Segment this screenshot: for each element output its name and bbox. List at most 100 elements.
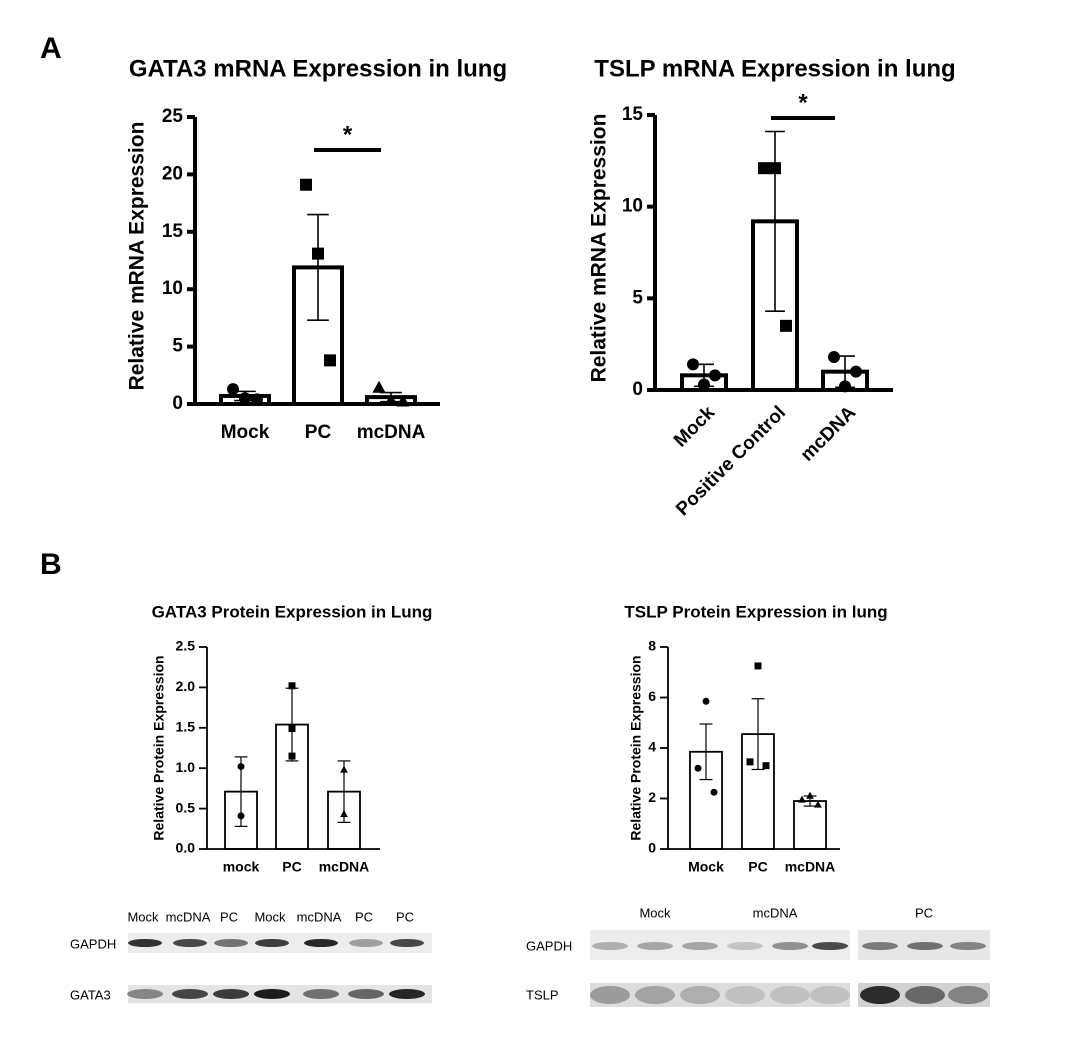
blot-band	[682, 942, 718, 950]
x-tick-label: mcDNA	[319, 859, 370, 875]
data-point	[372, 380, 386, 393]
data-point	[694, 764, 702, 772]
significance-label: *	[798, 89, 808, 116]
blot-band	[812, 942, 848, 950]
x-tick-label: Mock	[221, 422, 270, 443]
x-tick-label: PC	[305, 422, 332, 443]
y-tick-label: 0	[172, 393, 183, 414]
lane-label: Mock	[639, 905, 671, 920]
y-axis-title: Relative Protein Expression	[151, 655, 167, 840]
y-tick-label: 2.5	[176, 638, 196, 654]
data-point	[237, 763, 245, 771]
data-point	[758, 162, 770, 175]
row-label: GATA3	[70, 987, 111, 1002]
x-tick-label: PC	[748, 859, 767, 875]
y-tick-label: 8	[648, 638, 656, 654]
data-point	[239, 392, 251, 405]
blot-band	[172, 989, 208, 999]
blot-band	[349, 939, 383, 947]
data-point	[814, 800, 822, 808]
panel-label: A	[40, 32, 62, 65]
y-tick-label: 2	[648, 789, 656, 805]
western-blot: Mock mcDNA PC GAPDH TSLP	[526, 905, 990, 1007]
western-blot: Mock mcDNA PC Mock mcDNA PC PC GAPDH GATA3	[70, 909, 432, 1003]
y-tick-label: 1.0	[176, 759, 196, 775]
blot-strip	[590, 930, 850, 960]
blot-band	[214, 939, 248, 947]
chart: GATA3 mRNA Expression in lung Relative mR…	[126, 55, 508, 443]
data-point	[769, 162, 781, 175]
y-tick-label: 0	[648, 840, 656, 856]
chart-title: TSLP mRNA Expression in lung	[594, 55, 955, 82]
y-tick-label: 5	[172, 336, 183, 357]
y-tick-label: 6	[648, 688, 656, 704]
x-tick-label: PC	[282, 859, 301, 875]
lane-label: Mock	[254, 909, 286, 924]
data-point	[780, 319, 792, 332]
data-point	[828, 351, 840, 363]
lane-label: PC	[915, 905, 933, 920]
chart-title: GATA3 mRNA Expression in lung	[129, 55, 507, 82]
y-tick-label: 2.0	[176, 678, 196, 694]
y-axis-title: Relative Protein Expression	[628, 655, 644, 840]
blot-strip	[590, 983, 850, 1007]
row-label: TSLP	[526, 987, 559, 1002]
lane-label: PC	[355, 909, 373, 924]
x-tick-label: mcDNA	[357, 422, 426, 443]
data-point	[312, 247, 324, 260]
data-point	[340, 810, 348, 818]
x-tick-label: mock	[223, 859, 260, 875]
chart: TSLP Protein Expression in lung Relative …	[624, 602, 887, 874]
row-label: GAPDH	[70, 936, 116, 951]
blot-band	[680, 986, 720, 1004]
y-tick-label: 4	[648, 739, 656, 755]
blot-band	[127, 989, 163, 999]
data-point	[698, 378, 710, 391]
data-point	[687, 358, 699, 371]
data-point	[251, 393, 263, 406]
y-tick-label: 10	[162, 278, 183, 299]
blot-band	[592, 942, 628, 950]
y-tick-label: 15	[622, 104, 644, 125]
data-point	[288, 752, 296, 760]
data-point	[746, 758, 754, 766]
y-tick-label: 25	[162, 106, 184, 127]
blot-band	[254, 989, 290, 999]
blot-band	[907, 942, 943, 950]
blot-band	[948, 986, 988, 1004]
blot-band	[862, 942, 898, 950]
y-tick-label: 10	[622, 196, 643, 217]
lane-label: mcDNA	[297, 909, 342, 924]
blot-band	[635, 986, 675, 1004]
data-point	[850, 365, 862, 378]
x-tick-label: Mock	[688, 859, 724, 875]
blot-band	[860, 986, 900, 1004]
data-point	[396, 394, 410, 407]
y-tick-label: 0	[632, 379, 643, 400]
data-point	[710, 788, 718, 796]
data-point	[324, 354, 336, 367]
lane-label: PC	[220, 909, 238, 924]
y-axis-title: Relative mRNA Expression	[126, 122, 149, 391]
data-point	[798, 795, 806, 803]
blot-band	[389, 989, 425, 999]
blot-band	[772, 942, 808, 950]
data-point	[709, 369, 721, 382]
blot-band	[590, 986, 630, 1004]
y-axis-title: Relative mRNA Expression	[588, 114, 611, 383]
blot-band	[905, 986, 945, 1004]
panel-label: B	[40, 548, 62, 581]
chart-title: TSLP Protein Expression in lung	[624, 602, 887, 621]
data-point	[384, 393, 398, 406]
blot-band	[255, 939, 289, 947]
significance-label: *	[343, 121, 353, 148]
y-tick-label: 20	[162, 163, 183, 184]
blot-band	[727, 942, 763, 950]
blot-band	[390, 939, 424, 947]
data-point	[806, 791, 814, 799]
blot-band	[348, 989, 384, 999]
y-tick-label: 15	[162, 221, 184, 242]
blot-band	[725, 986, 765, 1004]
